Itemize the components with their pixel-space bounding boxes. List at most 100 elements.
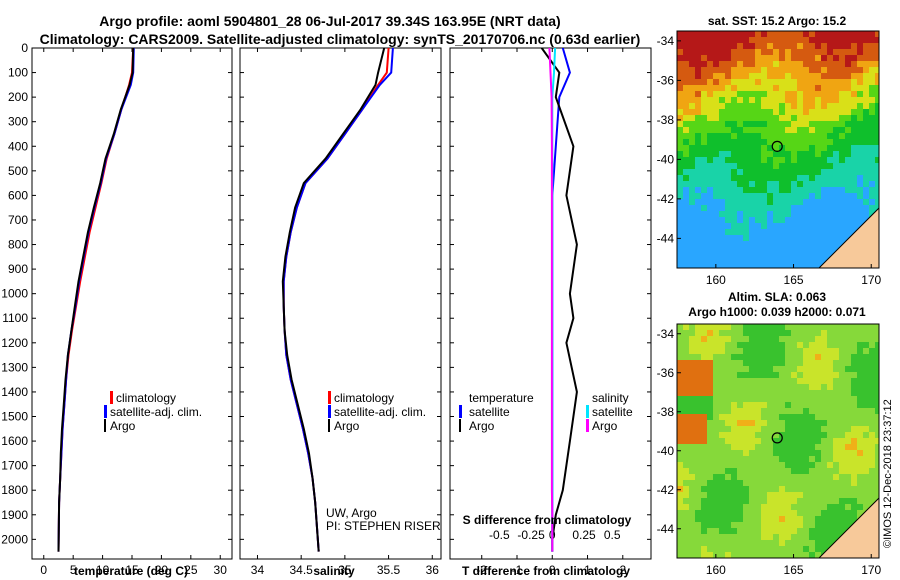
map-cell (719, 462, 725, 468)
map-cell (701, 528, 707, 534)
map-cell (773, 169, 779, 175)
map-cell (785, 241, 791, 247)
map-cell (677, 552, 683, 558)
map-cell (725, 432, 731, 438)
map-cell (797, 61, 803, 67)
map-cell (845, 43, 851, 49)
map-cell (863, 408, 869, 414)
map-cell (797, 414, 803, 420)
map-cell (869, 378, 875, 384)
map-cell (863, 330, 869, 336)
map-cell (725, 103, 731, 109)
map-cell (731, 396, 737, 402)
map-cell (821, 151, 827, 157)
map-cell (827, 450, 833, 456)
map-cell (797, 37, 803, 43)
map-cell (833, 384, 839, 390)
map-cell (863, 145, 869, 151)
map-cell (689, 127, 695, 133)
map-cell (749, 151, 755, 157)
map-cell (773, 217, 779, 223)
map-cell (821, 157, 827, 163)
map-cell (719, 384, 725, 390)
map-cell (725, 372, 731, 378)
y-tick-label: 1400 (1, 385, 28, 399)
map-cell (725, 223, 731, 229)
map-cell (863, 360, 869, 366)
map-cell (707, 456, 713, 462)
map-cell (743, 420, 749, 426)
map-cell (785, 384, 791, 390)
map-cell (809, 354, 815, 360)
map-cell (791, 444, 797, 450)
map-cell (803, 552, 809, 558)
map-cell (719, 420, 725, 426)
map-cell (785, 402, 791, 408)
map-cell (755, 534, 761, 540)
map-cell (851, 426, 857, 432)
map-cell (725, 193, 731, 199)
map-cell (791, 528, 797, 534)
map-cell (761, 85, 767, 91)
map-cell (689, 253, 695, 259)
map-cell (779, 91, 785, 97)
map-cell (797, 462, 803, 468)
map-cell (779, 73, 785, 79)
map-cell (833, 342, 839, 348)
map-cell (701, 426, 707, 432)
map-cell (677, 109, 683, 115)
map-cell (695, 516, 701, 522)
map-cell (809, 253, 815, 259)
map-cell (755, 115, 761, 121)
map-cell (779, 175, 785, 181)
map-cell (797, 67, 803, 73)
map-cell (749, 546, 755, 552)
map-cell (869, 61, 875, 67)
map-cell (725, 534, 731, 540)
map-cell (779, 522, 785, 528)
y-tick-label: 700 (8, 213, 28, 227)
map-cell (677, 378, 683, 384)
map-cell (731, 199, 737, 205)
map-cell (827, 468, 833, 474)
map-cell (743, 540, 749, 546)
map-cell (833, 504, 839, 510)
map-cell (851, 366, 857, 372)
map-cell (815, 187, 821, 193)
map-cell (833, 426, 839, 432)
map-cell (875, 456, 879, 462)
map-cell (851, 169, 857, 175)
map-cell (749, 468, 755, 474)
map-cell (809, 324, 815, 330)
map-cell (815, 199, 821, 205)
map-cell (797, 510, 803, 516)
map-cell (821, 61, 827, 67)
map-cell (851, 456, 857, 462)
map-cell (731, 109, 737, 115)
map-cell (749, 265, 755, 268)
map-cell (701, 546, 707, 552)
map-cell (833, 402, 839, 408)
map-cell (857, 67, 863, 73)
map-cell (869, 486, 875, 492)
map-cell (803, 79, 809, 85)
map-cell (845, 420, 851, 426)
map-cell (683, 211, 689, 217)
map-cell (743, 336, 749, 342)
map-cell (725, 67, 731, 73)
map-cell (767, 259, 773, 265)
map-cell (737, 175, 743, 181)
map-cell (803, 468, 809, 474)
map-cell (737, 444, 743, 450)
map-cell (821, 462, 827, 468)
map-cell (797, 402, 803, 408)
map-cell (725, 43, 731, 49)
map-cell (875, 97, 879, 103)
map-cell (791, 372, 797, 378)
map-cell (767, 67, 773, 73)
map-cell (677, 366, 683, 372)
map-cell (779, 396, 785, 402)
map-cell (827, 324, 833, 330)
map-y-tick-label: -42 (657, 483, 675, 497)
map-cell (809, 408, 815, 414)
